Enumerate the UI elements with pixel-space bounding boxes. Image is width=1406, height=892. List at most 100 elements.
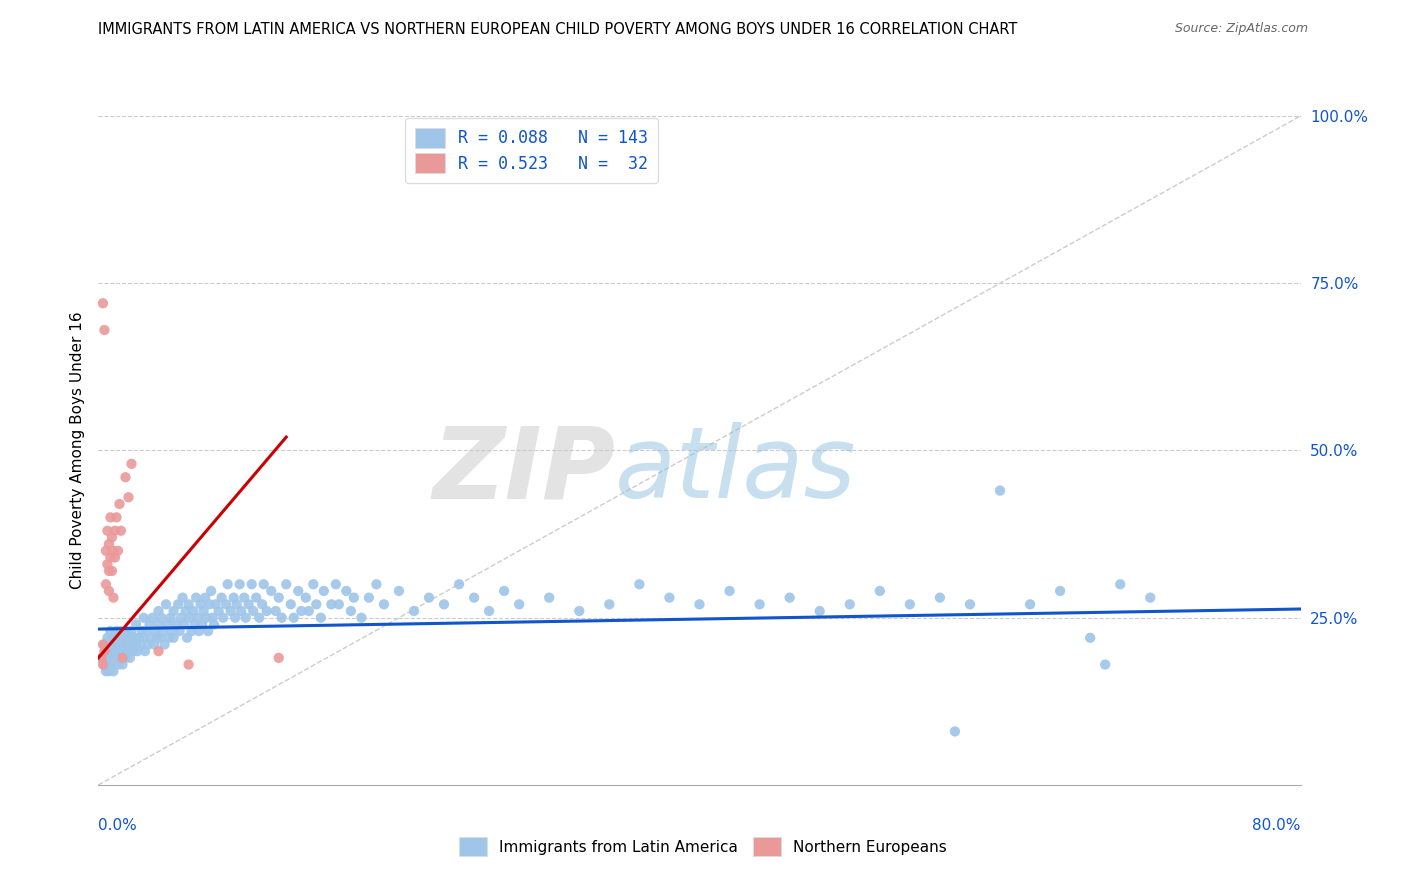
Point <box>134 644 156 658</box>
Point <box>148 644 170 658</box>
Point <box>97 664 120 679</box>
Point <box>172 591 194 605</box>
Point <box>211 591 233 605</box>
Point <box>779 591 801 605</box>
Point <box>114 470 136 484</box>
Point <box>121 637 143 651</box>
Point <box>132 631 155 645</box>
Point <box>90 651 112 665</box>
Point <box>350 611 373 625</box>
Point <box>253 577 276 591</box>
Point <box>103 631 125 645</box>
Point <box>312 584 335 599</box>
Point <box>508 598 530 612</box>
Point <box>136 637 159 651</box>
Point <box>898 598 921 612</box>
Point <box>146 631 169 645</box>
Point <box>201 611 224 625</box>
Point <box>494 584 516 599</box>
Point <box>111 644 134 658</box>
Point <box>117 490 139 504</box>
Point <box>148 617 170 632</box>
Point <box>321 598 343 612</box>
Point <box>159 611 181 625</box>
Point <box>283 611 305 625</box>
Point <box>94 577 117 591</box>
Point <box>108 644 131 658</box>
Point <box>91 637 114 651</box>
Point <box>173 617 195 632</box>
Point <box>114 651 136 665</box>
Point <box>219 604 242 618</box>
Point <box>1109 577 1132 591</box>
Point <box>225 598 247 612</box>
Point <box>121 624 143 639</box>
Point <box>112 631 135 645</box>
Point <box>166 617 188 632</box>
Point <box>1049 584 1071 599</box>
Point <box>125 617 148 632</box>
Point <box>103 591 125 605</box>
Point <box>97 584 120 599</box>
Point <box>177 657 200 672</box>
Point <box>748 598 770 612</box>
Point <box>200 584 222 599</box>
Point <box>568 604 591 618</box>
Point <box>628 577 651 591</box>
Point <box>267 651 290 665</box>
Point <box>110 624 132 639</box>
Point <box>105 624 128 639</box>
Point <box>96 557 118 572</box>
Point <box>869 584 891 599</box>
Point <box>111 657 134 672</box>
Point <box>176 631 198 645</box>
Point <box>598 598 620 612</box>
Point <box>111 651 134 665</box>
Point <box>100 644 122 658</box>
Point <box>264 604 287 618</box>
Point <box>959 598 981 612</box>
Point <box>97 657 120 672</box>
Point <box>149 631 172 645</box>
Point <box>366 577 388 591</box>
Point <box>298 604 321 618</box>
Point <box>233 591 256 605</box>
Point <box>104 651 127 665</box>
Point <box>155 598 177 612</box>
Point <box>104 637 127 651</box>
Point <box>131 624 153 639</box>
Point <box>167 598 190 612</box>
Point <box>1078 631 1101 645</box>
Text: IMMIGRANTS FROM LATIN AMERICA VS NORTHERN EUROPEAN CHILD POVERTY AMONG BOYS UNDE: IMMIGRANTS FROM LATIN AMERICA VS NORTHER… <box>98 22 1018 37</box>
Point <box>538 591 561 605</box>
Point <box>139 631 162 645</box>
Point <box>188 624 211 639</box>
Point <box>174 604 197 618</box>
Point <box>156 617 179 632</box>
Point <box>988 483 1011 498</box>
Point <box>117 631 139 645</box>
Point <box>276 577 298 591</box>
Point <box>143 637 166 651</box>
Point <box>190 598 212 612</box>
Point <box>129 637 152 651</box>
Point <box>107 657 129 672</box>
Point <box>1094 657 1116 672</box>
Point <box>260 584 283 599</box>
Point <box>107 544 129 558</box>
Point <box>105 510 128 524</box>
Point <box>162 631 184 645</box>
Point <box>294 591 316 605</box>
Point <box>235 611 257 625</box>
Point <box>718 584 741 599</box>
Point <box>245 591 267 605</box>
Point <box>101 564 124 578</box>
Point <box>305 598 328 612</box>
Point <box>212 611 235 625</box>
Point <box>128 631 150 645</box>
Point <box>240 577 263 591</box>
Legend: Immigrants from Latin America, Northern Europeans: Immigrants from Latin America, Northern … <box>453 831 953 862</box>
Point <box>118 651 141 665</box>
Point <box>808 604 831 618</box>
Point <box>112 644 135 658</box>
